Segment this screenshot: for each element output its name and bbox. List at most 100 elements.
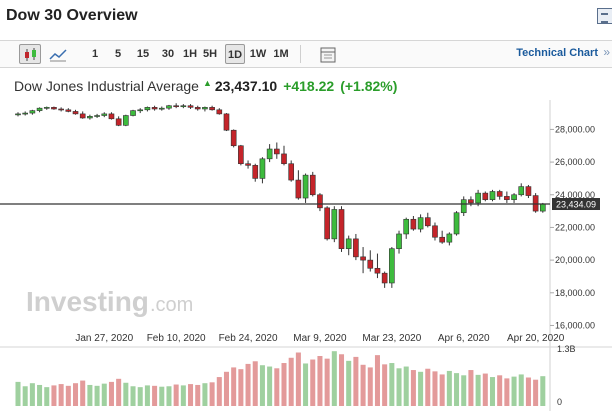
candle[interactable] — [439, 230, 445, 244]
candle[interactable] — [482, 191, 489, 202]
candle[interactable] — [460, 196, 467, 216]
candle[interactable] — [381, 271, 388, 288]
candle[interactable] — [58, 107, 64, 112]
volume-bar — [338, 354, 345, 406]
candle[interactable] — [489, 189, 496, 202]
candle[interactable] — [396, 230, 402, 254]
list-view-icon[interactable] — [597, 8, 612, 24]
y-tick-label: 22,000.00 — [555, 222, 595, 232]
candle[interactable] — [324, 206, 330, 241]
candle[interactable] — [173, 103, 179, 109]
interval-button-1w[interactable]: 1W — [249, 48, 267, 60]
candle[interactable] — [302, 173, 309, 203]
chart-settings-icon[interactable] — [316, 44, 338, 64]
candle[interactable] — [238, 144, 244, 166]
candle[interactable] — [281, 145, 287, 166]
candle[interactable] — [194, 105, 201, 111]
candle[interactable] — [51, 106, 57, 110]
volume-bar — [418, 371, 424, 406]
candle[interactable] — [65, 108, 72, 113]
candle[interactable] — [144, 106, 151, 112]
candle[interactable] — [202, 106, 208, 112]
candlestick-chart-icon[interactable] — [19, 44, 41, 64]
candle[interactable] — [108, 112, 115, 120]
candle[interactable] — [245, 160, 251, 169]
candle[interactable] — [87, 114, 93, 120]
volume-bar — [15, 381, 21, 406]
candle[interactable] — [309, 171, 316, 197]
candle[interactable] — [266, 144, 273, 163]
candle[interactable] — [295, 170, 302, 200]
candle[interactable] — [223, 113, 230, 132]
candle[interactable] — [43, 106, 50, 110]
candle[interactable] — [453, 211, 460, 236]
interval-button-1d[interactable]: 1D — [225, 44, 245, 64]
candle[interactable] — [273, 142, 280, 159]
candle[interactable] — [123, 114, 129, 127]
candle[interactable] — [403, 217, 410, 239]
candle[interactable] — [101, 112, 108, 118]
interval-button-5[interactable]: 5 — [114, 48, 122, 60]
candle[interactable] — [532, 193, 539, 213]
candle[interactable] — [187, 104, 194, 109]
candle[interactable] — [410, 216, 417, 231]
candle[interactable] — [424, 212, 431, 228]
interval-button-30[interactable]: 30 — [161, 48, 175, 60]
candle[interactable] — [345, 235, 352, 256]
candle[interactable] — [432, 222, 438, 241]
candle[interactable] — [230, 129, 237, 148]
volume-bar — [123, 382, 129, 406]
candle[interactable] — [317, 193, 323, 212]
volume-tick-label: 0 — [557, 397, 562, 407]
candle[interactable] — [151, 105, 158, 111]
volume-bar — [511, 376, 517, 406]
candle[interactable] — [72, 109, 79, 115]
candle[interactable] — [166, 104, 172, 110]
candle[interactable] — [259, 157, 266, 184]
volume-bar — [389, 363, 395, 406]
candle[interactable] — [367, 250, 374, 272]
candle[interactable] — [115, 116, 122, 127]
interval-button-15[interactable]: 15 — [136, 48, 150, 60]
interval-button-1h[interactable]: 1H — [182, 48, 198, 60]
candle[interactable] — [468, 196, 474, 207]
interval-button-1m[interactable]: 1M — [273, 48, 289, 60]
candle[interactable] — [417, 214, 424, 233]
candle[interactable] — [130, 109, 136, 117]
candle[interactable] — [29, 109, 36, 115]
candle[interactable] — [338, 206, 345, 252]
candle[interactable] — [15, 112, 21, 117]
candle[interactable] — [446, 232, 453, 246]
candle[interactable] — [496, 189, 503, 200]
candle[interactable] — [137, 108, 144, 114]
candle[interactable] — [22, 111, 29, 116]
candle[interactable] — [252, 163, 259, 182]
volume-bar — [446, 370, 452, 406]
candle[interactable] — [79, 111, 86, 119]
interval-button-5h[interactable]: 5H — [202, 48, 218, 60]
technical-chart-link[interactable]: Technical Chart — [516, 47, 598, 59]
candle[interactable] — [36, 107, 43, 113]
candle[interactable] — [209, 105, 215, 111]
x-tick-label: Apr 20, 2020 — [507, 333, 565, 344]
candle[interactable] — [504, 191, 510, 203]
candle[interactable] — [288, 160, 295, 182]
area-chart-icon[interactable] — [46, 44, 68, 64]
candle[interactable] — [353, 233, 359, 261]
interval-button-1[interactable]: 1 — [91, 48, 99, 60]
candle[interactable] — [94, 113, 100, 118]
candle[interactable] — [511, 193, 517, 203]
investing-watermark: Investing .com — [26, 286, 193, 317]
candle[interactable] — [374, 253, 381, 279]
price-chart[interactable]: Investing .com 28,000.00 26,000.00 24,000.… — [0, 100, 612, 411]
volume-bar — [188, 384, 194, 406]
candle[interactable] — [518, 183, 525, 197]
candle[interactable] — [216, 108, 223, 115]
candle[interactable] — [158, 106, 165, 111]
candle[interactable] — [525, 184, 532, 199]
candle[interactable] — [331, 206, 338, 243]
candle[interactable] — [389, 247, 395, 288]
chevron-right-icon[interactable]: » — [603, 45, 610, 59]
candle[interactable] — [180, 104, 187, 109]
candle[interactable] — [360, 247, 366, 274]
